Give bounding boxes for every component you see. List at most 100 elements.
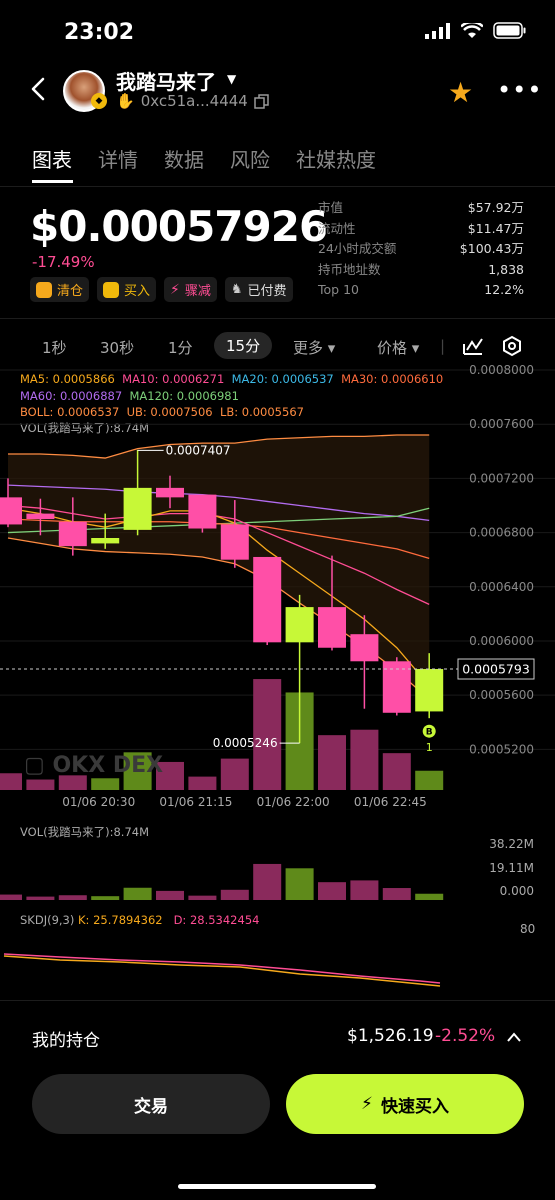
chain-badge-icon: ◆ — [91, 93, 107, 109]
status-icons — [425, 22, 527, 39]
lightning-icon: ⚡ — [361, 1094, 373, 1114]
volume-tick-label: 38.22M — [489, 838, 534, 851]
battery-icon — [493, 22, 526, 39]
lion-icon: ♞ — [230, 282, 243, 297]
y-tick-label: 0.0006400 — [469, 580, 534, 594]
volume-bar — [318, 882, 346, 900]
candlestick-chart[interactable]: 0.0008000 0.0007600 0.0007200 0.0006800 0.00… — [0, 360, 555, 815]
volume-bar — [0, 894, 22, 900]
volume-bar — [91, 896, 120, 900]
tab-data[interactable]: 数据 — [164, 148, 204, 172]
candle-body — [415, 669, 444, 712]
tag-paid[interactable]: ♞ 已付费 — [224, 277, 293, 302]
chef-hat-icon — [36, 281, 52, 298]
chevron-up-icon[interactable] — [506, 1031, 522, 1043]
interval-1s[interactable]: 1秒 — [42, 339, 67, 357]
y-tick-label: 0.0005600 — [469, 688, 534, 702]
volume-bar — [188, 895, 217, 900]
interval-1m[interactable]: 1分 — [168, 339, 193, 357]
y-tick-label: 0.0008000 — [469, 363, 534, 377]
trade-button[interactable]: 交易 — [32, 1074, 270, 1134]
tab-chart[interactable]: 图表 — [32, 148, 72, 172]
copy-icon[interactable] — [254, 93, 269, 109]
y-tick-label: 0.0007200 — [469, 471, 534, 485]
stat-market-cap: 市值 $57.92万 — [318, 200, 524, 215]
volume-tick-label: 19.11M — [489, 861, 534, 875]
interval-30s[interactable]: 30秒 — [100, 339, 135, 357]
volume-bar — [285, 868, 314, 900]
tag-sold-out[interactable]: 清仓 — [30, 277, 90, 302]
stat-holders: 持币地址数 1,838 — [318, 261, 524, 277]
tab-social[interactable]: 社媒热度 — [296, 148, 376, 172]
kdj-d-line — [3, 953, 441, 984]
volume-chart: 38.22M 19.11M 0.000 — [0, 838, 534, 900]
volume-tick-label: 0.000 — [500, 884, 534, 898]
divider — [0, 1000, 555, 1001]
tab-details[interactable]: 详情 — [98, 148, 138, 172]
ma-legend-row1: MA5: 0.0005866 MA10: 0.0006271 MA20: 0.0… — [20, 372, 444, 386]
low-price-label: 0.0005246 — [213, 736, 278, 750]
stat-top10: Top 10 12.2% — [318, 282, 524, 298]
tag-sharp-drop[interactable]: ⚡ 骤减 — [164, 277, 217, 302]
volume-bar — [123, 752, 152, 790]
token-name[interactable]: 我踏马来了 — [116, 70, 216, 94]
volume-bar — [26, 896, 55, 900]
favorite-star-icon[interactable]: ★ — [448, 76, 474, 109]
price-change: -17.49% — [32, 253, 95, 271]
tag-list: 清仓 买入 ⚡ 骤减 ♞ 已付费 — [30, 277, 293, 302]
boll-legend: BOLL: 0.0006537 UB: 0.0007506 LB: 0.0005… — [20, 405, 304, 419]
stats-panel: 市值 $57.92万 流动性 $11.47万 24小时成交额 $100.43万 持币地… — [318, 198, 524, 301]
tag-buy[interactable]: 买入 — [97, 277, 157, 302]
chevron-down-icon[interactable]: ▼ — [227, 72, 237, 86]
candle-body — [58, 521, 87, 547]
y-tick-label: 0.0006800 — [469, 526, 534, 540]
wifi-icon — [461, 22, 483, 38]
back-icon[interactable] — [24, 74, 54, 104]
watermark-logo: ▢ OKX DEX — [24, 753, 163, 778]
candle-body — [220, 524, 249, 560]
current-price-label: 0.0005793 — [462, 662, 530, 677]
stat-liquidity: 流动性 $11.47万 — [318, 220, 524, 236]
divider — [0, 186, 555, 187]
stat-24h-volume: 24小时成交额 $100.43万 — [318, 241, 524, 257]
volume-pane-label: VOL(我踏马来了):8.74M — [20, 825, 149, 839]
candle-body — [91, 538, 120, 544]
price-mode-select[interactable]: 价格 ▾ — [377, 339, 420, 357]
volume-bar — [382, 888, 411, 900]
volume-bar — [350, 729, 379, 790]
candle-body — [253, 556, 282, 643]
candle-body — [0, 497, 22, 525]
volume-bar — [253, 679, 282, 790]
address-row[interactable]: ✋ 0xc51a...4444 — [116, 92, 269, 110]
candle-body — [382, 661, 411, 713]
holdings-change: -2.52% — [435, 1026, 496, 1046]
ma-legend-row2: MA60: 0.0006887 MA120: 0.0006981 — [20, 389, 239, 403]
y-tick-label: 0.0006000 — [469, 634, 534, 648]
tab-risk[interactable]: 风险 — [230, 148, 270, 172]
x-tick-label: 01/06 22:45 — [354, 795, 427, 809]
volume-bar — [253, 863, 282, 900]
y-tick-label: 0.0007600 — [469, 417, 534, 431]
lightning-icon: ⚡ — [170, 281, 180, 298]
candle-body — [318, 607, 346, 648]
quick-buy-button[interactable]: ⚡ 快速买入 — [286, 1074, 524, 1134]
volume-bar — [0, 773, 22, 790]
holdings-label: 我的持仓 — [32, 1031, 100, 1051]
settings-icon[interactable] — [501, 335, 523, 357]
kdj-tick: 80 — [520, 922, 536, 936]
volume-bar — [318, 735, 346, 790]
more-options-icon[interactable]: ••• — [497, 76, 543, 104]
candle-body — [188, 494, 217, 529]
indicator-icon[interactable] — [462, 336, 484, 356]
buy-marker — [422, 724, 436, 738]
candle-body — [285, 607, 314, 643]
buy-marker-letter: B — [426, 728, 433, 738]
bollinger-band — [8, 435, 430, 700]
candle-body — [26, 513, 55, 520]
interval-more[interactable]: 更多 ▾ — [293, 339, 336, 357]
interval-15m[interactable]: 15分 — [214, 332, 273, 359]
x-tick-label: 01/06 21:15 — [159, 795, 232, 809]
volume-bar — [350, 880, 379, 900]
volume-bar — [415, 893, 444, 900]
kdj-k-line — [3, 955, 441, 987]
